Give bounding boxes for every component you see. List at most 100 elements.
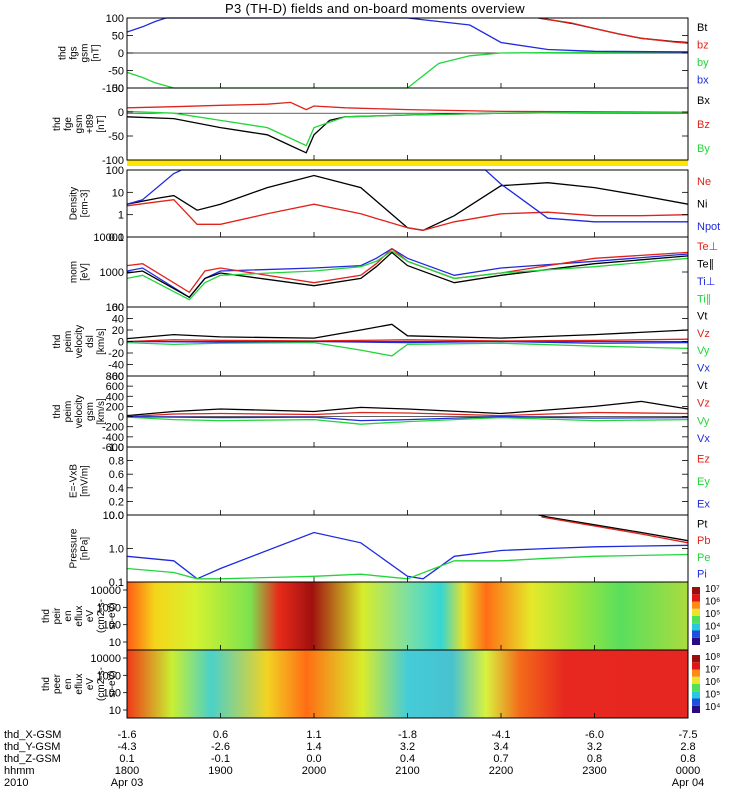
y-axis-label: [nPa] bbox=[80, 537, 91, 561]
y-axis-label: fge bbox=[63, 117, 74, 131]
colorbar-segment bbox=[692, 608, 700, 616]
colorbar bbox=[692, 655, 700, 713]
series-line bbox=[541, 516, 689, 544]
series-line bbox=[126, 323, 689, 340]
y-axis-label: eflux bbox=[74, 605, 85, 626]
y-tick-label: -200 bbox=[102, 422, 124, 434]
y-axis-label: [km/s] bbox=[96, 328, 107, 355]
colorbar-tick-label: 10⁴ bbox=[705, 702, 720, 713]
y-axis-label: [nT] bbox=[96, 115, 107, 132]
y-tick-label: 0.4 bbox=[109, 483, 124, 495]
legend-entry: Ez bbox=[697, 453, 710, 465]
ephemeris-value: 1.4 bbox=[306, 741, 321, 753]
y-axis-label: peim bbox=[63, 401, 74, 423]
y-tick-label: 0.2 bbox=[109, 496, 124, 508]
y-tick-label: 10 bbox=[109, 705, 121, 717]
y-tick-label: 1000 bbox=[97, 670, 121, 682]
y-axis-label: [eV] bbox=[80, 263, 91, 281]
y-tick-label: -400 bbox=[102, 432, 124, 444]
y-tick-label: 10 bbox=[109, 637, 121, 649]
ephemeris-value: Apr 04 bbox=[672, 777, 704, 789]
y-axis-label: thd bbox=[41, 677, 52, 691]
y-axis-label: mom bbox=[69, 261, 80, 283]
legend-entry: Ex bbox=[697, 499, 710, 511]
y-axis-label: [nT] bbox=[91, 44, 102, 61]
legend-entry: Ni bbox=[697, 199, 707, 211]
series-line bbox=[126, 247, 689, 299]
y-axis-label: [mV/m] bbox=[80, 465, 91, 497]
y-tick-label: 10000 bbox=[90, 653, 121, 665]
y-tick-label: 0.8 bbox=[109, 456, 124, 468]
y-tick-label: 0.6 bbox=[109, 469, 124, 481]
y-axis-label: gsm bbox=[80, 44, 91, 63]
ephemeris-value: Apr 03 bbox=[111, 777, 143, 789]
series-line bbox=[126, 411, 689, 418]
y-tick-label: 200 bbox=[106, 401, 124, 413]
ephemeris-label: thd_X-GSM bbox=[4, 729, 61, 741]
legend-entry: Pb bbox=[697, 535, 710, 547]
y-axis-label: thd bbox=[58, 46, 69, 60]
y-axis-label: eV bbox=[85, 678, 96, 691]
y-axis-label: fgs bbox=[69, 46, 80, 59]
y-tick-label: -50 bbox=[108, 131, 124, 143]
y-axis-label: gsm bbox=[85, 402, 96, 421]
y-axis-label: sr-eV) bbox=[107, 670, 118, 697]
y-tick-label: 100 bbox=[106, 302, 124, 314]
series-line bbox=[126, 111, 689, 154]
ephemeris-value: -0.1 bbox=[211, 753, 230, 765]
y-axis-label: E=-VxB bbox=[69, 464, 80, 499]
colorbar-segment bbox=[692, 684, 700, 692]
panel-2: Bx Bz By 50 0 -50 -100 thd fge gsm +t89 [nT] bbox=[52, 83, 710, 167]
colorbar-segment bbox=[692, 594, 700, 602]
y-axis-label: [km/s] bbox=[96, 398, 107, 425]
legend-entry: Vx bbox=[697, 433, 710, 445]
ephemeris-value: 0.6 bbox=[213, 729, 228, 741]
y-tick-label: -40 bbox=[108, 360, 124, 372]
ephemeris-value: 1800 bbox=[115, 765, 139, 777]
legend-entry: Ey bbox=[697, 476, 710, 488]
y-tick-label: 0.1 bbox=[109, 232, 124, 244]
legend-entry: Te⊥ bbox=[697, 241, 718, 253]
colorbar bbox=[692, 587, 700, 645]
y-axis-label: peer bbox=[52, 673, 63, 694]
colorbar-segment bbox=[692, 601, 700, 609]
y-tick-label: 20 bbox=[112, 325, 124, 337]
colorbar-segment bbox=[692, 691, 700, 699]
series-line bbox=[126, 553, 689, 580]
series-line bbox=[126, 400, 689, 417]
legend-entry: Vz bbox=[697, 398, 710, 410]
legend-entry: Bz bbox=[697, 119, 710, 131]
legend-entry: Pt bbox=[697, 518, 707, 530]
series-line bbox=[126, 169, 688, 223]
y-tick-label: 10000 bbox=[90, 585, 121, 597]
series-line bbox=[126, 247, 689, 294]
y-tick-label: 0 bbox=[118, 337, 124, 349]
y-tick-label: 1.0 bbox=[109, 442, 124, 454]
ephemeris-value: 1.1 bbox=[306, 729, 321, 741]
ephemeris-value: -4.1 bbox=[492, 729, 511, 741]
y-tick-label: 100 bbox=[103, 620, 121, 632]
colorbar-segment bbox=[692, 676, 700, 684]
legend-entry: Bx bbox=[697, 95, 710, 107]
ephemeris-value: 0.0 bbox=[306, 753, 321, 765]
colorbar-segment bbox=[692, 655, 700, 663]
series-line bbox=[126, 110, 689, 147]
legend-entry: Vx bbox=[697, 362, 710, 374]
y-axis-label: thd bbox=[41, 609, 52, 623]
ephemeris-value: 1900 bbox=[208, 765, 232, 777]
spectrogram-image bbox=[127, 650, 688, 718]
y-tick-label: -100 bbox=[102, 155, 124, 167]
page-title: P3 (TH-D) fields and on-board moments ov… bbox=[225, 1, 525, 16]
ephemeris-label: thd_Z-GSM bbox=[4, 753, 61, 765]
panel-1: Bt bz by bx 100 50 0 -50 -100 thd fgs gsm [nT] bbox=[58, 13, 710, 95]
colorbar-tick-label: 10³ bbox=[705, 634, 720, 645]
legend-entry: Vy bbox=[697, 415, 710, 427]
colorbar-segment bbox=[692, 698, 700, 706]
colorbar-tick-label: 10⁵ bbox=[705, 690, 720, 701]
y-tick-label: 600 bbox=[106, 381, 124, 393]
series-line bbox=[126, 340, 689, 344]
colorbar-segment bbox=[692, 662, 700, 670]
